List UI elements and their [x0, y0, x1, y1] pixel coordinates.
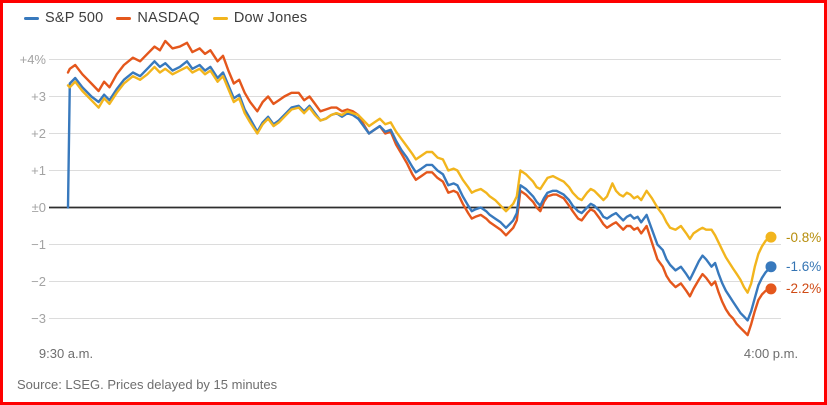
sp500-end-value-label: -1.6%: [786, 259, 822, 274]
legend-label-nasdaq: NASDAQ: [137, 10, 200, 26]
legend-item-nasdaq: NASDAQ: [116, 10, 200, 26]
x-axis-label-end: 4:00 p.m.: [743, 346, 799, 361]
legend: S&P 500 NASDAQ Dow Jones: [24, 8, 307, 28]
intraday-line-chart: [49, 39, 781, 337]
x-axis-label-start: 9:30 a.m.: [38, 346, 94, 361]
dow-series-line: [66, 65, 773, 294]
sp500-line-swatch-icon: [24, 16, 39, 20]
y-axis-tick-label: +4%: [19, 51, 46, 67]
dow-end-value-label: -0.8%: [786, 230, 822, 245]
y-axis-tick-label: +2: [31, 125, 46, 141]
y-axis-tick-label: −2: [31, 273, 46, 289]
y-axis-tick-label: +3: [31, 88, 46, 104]
y-axis-tick-label: −1: [31, 236, 46, 252]
nasdaq-end-value-label: -2.2%: [786, 281, 822, 296]
legend-item-dow: Dow Jones: [212, 10, 308, 26]
dow-end-dot: [765, 231, 777, 243]
legend-label-sp500: S&P 500: [45, 10, 104, 26]
dow-line-swatch-icon: [212, 16, 228, 20]
sp500-series-line: [66, 60, 773, 322]
nasdaq-end-dot: [765, 283, 777, 295]
legend-label-dow: Dow Jones: [233, 10, 308, 26]
source-note: Source: LSEG. Prices delayed by 15 minut…: [17, 377, 278, 392]
legend-item-sp500: S&P 500: [24, 10, 103, 26]
nasdaq-series-line: [66, 39, 773, 337]
y-axis-tick-label: +1: [31, 162, 46, 178]
nasdaq-line-swatch-icon: [116, 16, 132, 20]
sp500-end-dot: [765, 261, 777, 273]
y-axis-tick-label: −3: [31, 310, 46, 326]
y-axis-tick-label: ±0: [31, 199, 46, 215]
